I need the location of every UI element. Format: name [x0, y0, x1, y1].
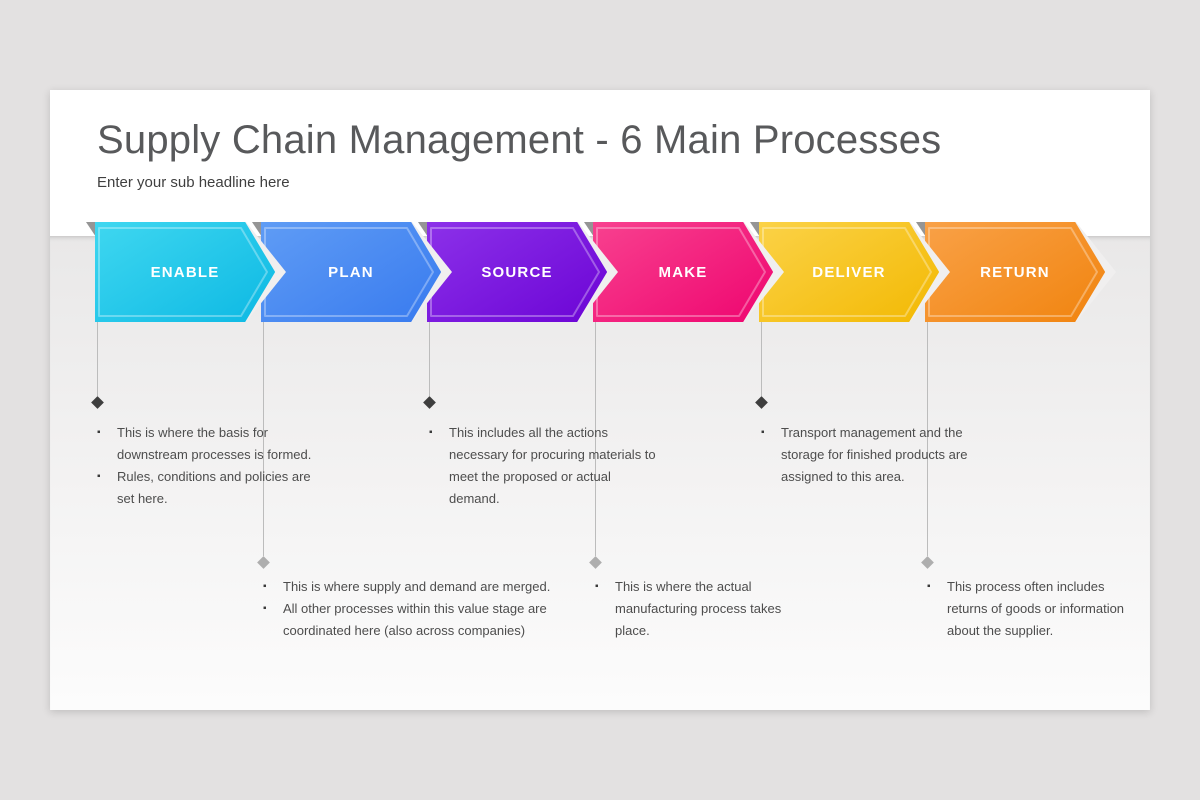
- stage-deliver: DELIVER: [748, 222, 960, 322]
- arrow-inner-bevel: [762, 227, 932, 317]
- bullet-square-icon: ▪: [263, 581, 267, 592]
- chevron-arrow: [95, 222, 275, 322]
- bullet-square-icon: ▪: [927, 581, 931, 592]
- note-text: This is where supply and demand are merg…: [283, 579, 551, 594]
- stage-enable: ENABLE: [84, 222, 296, 322]
- ribbon-fold-icon: [252, 222, 262, 237]
- bullet-square-icon: ▪: [263, 603, 267, 614]
- stage-make: MAKE: [582, 222, 794, 322]
- connector-line: [97, 322, 98, 396]
- stage-plan: PLAN: [250, 222, 462, 322]
- chevron-arrow-graphic: [584, 222, 784, 322]
- ribbon-fold-icon: [916, 222, 926, 237]
- chevron-arrow: [261, 222, 441, 322]
- stage-label-return: RETURN: [980, 263, 1050, 281]
- list-item: ▪ This process often includes returns of…: [927, 576, 1150, 642]
- notes-make: ▪ This is where the actual manufacturing…: [595, 576, 885, 642]
- ribbon-fold-icon: [750, 222, 760, 237]
- bullet-square-icon: ▪: [97, 471, 101, 482]
- notes-source: ▪ This includes all the actions necessar…: [429, 422, 719, 510]
- list-item: ▪ Rules, conditions and policies are set…: [97, 466, 387, 510]
- page-title: Supply Chain Management - 6 Main Process…: [97, 118, 942, 162]
- stage-return: RETURN: [914, 222, 1126, 322]
- slide-card: Supply Chain Management - 6 Main Process…: [50, 90, 1150, 710]
- connector-line: [429, 322, 430, 396]
- note-text: Transport management and the storage for…: [781, 425, 968, 484]
- bullet-square-icon: ▪: [429, 427, 433, 438]
- list-item: ▪ All other processes within this value …: [263, 598, 553, 642]
- list-item: ▪ This includes all the actions necessar…: [429, 422, 719, 510]
- bullet-square-icon: ▪: [97, 427, 101, 438]
- list-item: ▪ This is where the basis for downstream…: [97, 422, 387, 466]
- chevron-arrow-graphic: [252, 222, 452, 322]
- note-text: This includes all the actions necessary …: [449, 425, 656, 506]
- note-text: This process often includes returns of g…: [947, 579, 1125, 638]
- note-text: This is where the actual manufacturing p…: [615, 579, 782, 638]
- chevron-arrow: [925, 222, 1105, 322]
- bullet-square-icon: ▪: [761, 427, 765, 438]
- stage-label-make: MAKE: [658, 263, 708, 281]
- stage-source: SOURCE: [416, 222, 628, 322]
- ribbon-fold-icon: [86, 222, 96, 237]
- list-item: ▪ Transport management and the storage f…: [761, 422, 1051, 488]
- connector-line: [761, 322, 762, 396]
- stage-label-plan: PLAN: [328, 263, 374, 281]
- page-subtitle: Enter your sub headline here: [97, 174, 290, 191]
- arrow-inner-bevel: [596, 227, 766, 317]
- stage-label-deliver: DELIVER: [812, 263, 886, 281]
- arrow-inner-bevel: [264, 227, 434, 317]
- notes-return: ▪ This process often includes returns of…: [927, 576, 1150, 642]
- ribbon-fold-icon: [584, 222, 594, 237]
- notes-plan: ▪ This is where supply and demand are me…: [263, 576, 553, 642]
- arrow-inner-bevel: [98, 227, 268, 317]
- stage-label-enable: ENABLE: [150, 263, 220, 281]
- chevron-arrow-graphic: [750, 222, 950, 322]
- stage-label-source: SOURCE: [481, 263, 553, 281]
- chevron-arrow-graphic: [418, 222, 618, 322]
- connector-line: [927, 322, 928, 556]
- note-text: Rules, conditions and policies are set h…: [117, 469, 311, 506]
- note-text: This is where the basis for downstream p…: [117, 425, 312, 462]
- connector-line: [263, 322, 264, 556]
- arrow-inner-bevel: [928, 227, 1098, 317]
- list-item: ▪ This is where supply and demand are me…: [263, 576, 553, 598]
- connector-line: [595, 322, 596, 556]
- chevron-arrow-graphic: [916, 222, 1116, 322]
- notes-enable: ▪ This is where the basis for downstream…: [97, 422, 387, 510]
- chevron-arrow: [427, 222, 607, 322]
- chevron-arrow-graphic: [86, 222, 286, 322]
- notes-deliver: ▪ Transport management and the storage f…: [761, 422, 1051, 488]
- chevron-arrow: [593, 222, 773, 322]
- arrow-inner-bevel: [430, 227, 600, 317]
- list-item: ▪ This is where the actual manufacturing…: [595, 576, 885, 642]
- note-text: All other processes within this value st…: [283, 601, 547, 638]
- bullet-square-icon: ▪: [595, 581, 599, 592]
- chevron-arrow: [759, 222, 939, 322]
- ribbon-fold-icon: [418, 222, 428, 237]
